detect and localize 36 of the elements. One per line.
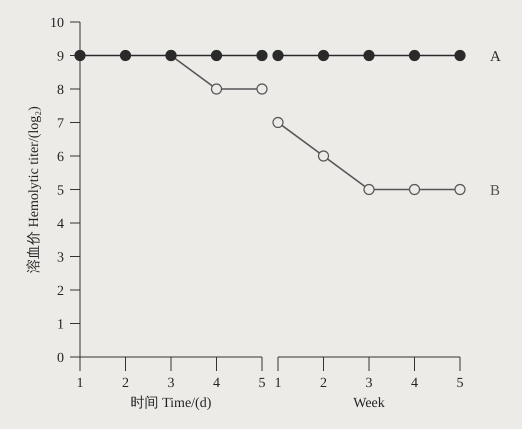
x-axis-title: Week	[353, 396, 385, 411]
x-tick-label: 4	[213, 376, 220, 391]
y-tick-label: 6	[57, 150, 64, 165]
point	[363, 184, 375, 196]
y-tick-label: 1	[57, 317, 64, 332]
x-tick-label: 3	[168, 376, 174, 391]
point	[318, 150, 330, 162]
x-tick-label: 4	[411, 376, 418, 391]
x-tick-label: 5	[456, 376, 464, 391]
y-tick-label: 5	[57, 183, 64, 198]
point	[408, 184, 420, 196]
y-tick-label: 2	[57, 284, 64, 299]
point	[272, 116, 284, 128]
point	[408, 50, 420, 62]
point	[454, 50, 466, 62]
point	[272, 50, 284, 62]
x-tick-label: 1	[274, 376, 282, 391]
series-label: B	[490, 182, 500, 199]
series-label: A	[490, 48, 501, 65]
x-tick-label: 2	[320, 376, 327, 391]
x-tick-label: 5	[258, 376, 266, 391]
y-tick-label: 10	[50, 16, 64, 31]
x-axis-title: 时间 Time/(d)	[130, 395, 212, 411]
y-axis-title: 溶血价 Hemolytic titer/(log₂)	[26, 106, 42, 273]
x-tick-label: 1	[76, 376, 84, 391]
y-tick-label: 7	[57, 116, 64, 132]
y-tick-label: 0	[57, 350, 64, 366]
point	[363, 50, 375, 62]
y-tick-label: 4	[57, 216, 64, 232]
x-tick-label: 2	[122, 376, 129, 391]
y-tick-label: 3	[57, 250, 64, 266]
y-tick-label: 9	[57, 49, 64, 64]
point	[454, 184, 466, 196]
x-tick-label: 3	[366, 376, 372, 391]
y-tick-label: 8	[57, 82, 64, 98]
point	[318, 50, 330, 62]
